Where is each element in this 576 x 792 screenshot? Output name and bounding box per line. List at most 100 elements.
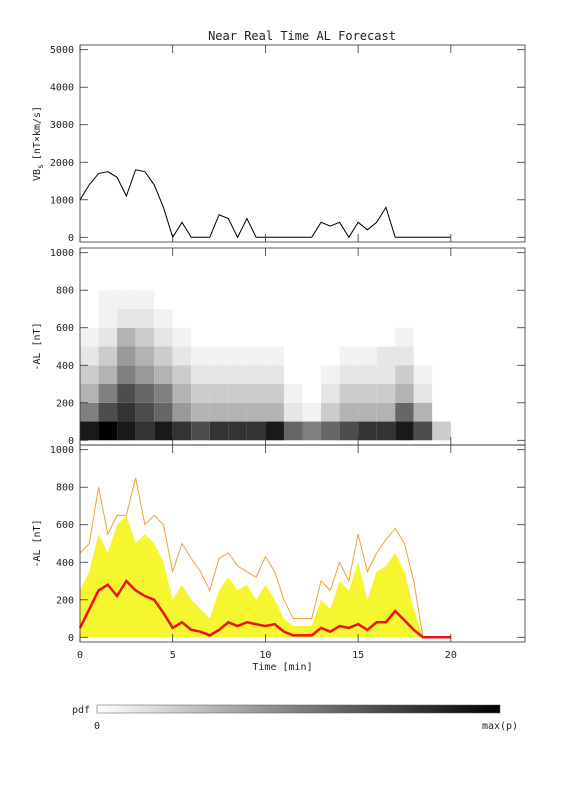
density-cell [228, 290, 247, 309]
density-cell [98, 402, 118, 422]
density-cell [191, 346, 210, 366]
density-cell [302, 384, 322, 403]
density-cell [339, 365, 359, 385]
density-cell [358, 290, 377, 309]
density-cell [283, 402, 303, 422]
density-cell [413, 327, 433, 347]
y-tick-label: 200 [56, 398, 74, 409]
density-cell [172, 402, 192, 422]
y-tick-label: 200 [56, 595, 74, 606]
panel [78, 477, 451, 639]
density-cell [321, 290, 340, 309]
density-cell [413, 290, 433, 309]
density-cell [135, 421, 155, 441]
density-cell [117, 308, 136, 328]
panel [80, 290, 451, 441]
density-cell [283, 290, 303, 309]
density-cell [413, 421, 433, 441]
colorbar-min-label: 0 [94, 721, 100, 732]
density-cell [117, 365, 136, 385]
density-cell [376, 365, 396, 385]
x-tick-label: 20 [445, 650, 457, 661]
density-cell [191, 384, 210, 403]
density-cell [154, 290, 173, 309]
y-tick-label: 1000 [50, 248, 74, 259]
y-tick-label: 3000 [50, 120, 74, 131]
density-cell [265, 327, 284, 347]
density-cell [98, 290, 118, 309]
density-cell [98, 327, 118, 347]
density-cell [154, 384, 173, 403]
density-cell [432, 290, 451, 309]
density-cell [283, 384, 303, 403]
density-cell [302, 421, 322, 441]
density-cell [339, 421, 359, 441]
plot-frame [79, 444, 526, 643]
density-cell [154, 346, 173, 366]
data-line [79, 169, 451, 239]
density-cell [358, 421, 377, 441]
y-tick-label: 0 [68, 633, 74, 644]
density-cell [395, 327, 414, 347]
density-cell [172, 308, 192, 328]
density-cell [172, 384, 192, 403]
density-cell [395, 365, 414, 385]
density-cell [117, 384, 136, 403]
density-cell [228, 384, 247, 403]
density-cell [302, 308, 322, 328]
density-cell [339, 402, 359, 422]
density-cell [98, 365, 118, 385]
y-tick-label: 800 [56, 483, 74, 494]
density-cell [154, 402, 173, 422]
x-tick-label: 15 [352, 650, 364, 661]
density-cell [98, 384, 118, 403]
y-tick-label: 400 [56, 361, 74, 372]
density-cell [265, 346, 284, 366]
density-cell [376, 290, 396, 309]
density-cell [283, 327, 303, 347]
density-cell [432, 365, 451, 385]
density-cell [376, 384, 396, 403]
label-main: VB [32, 169, 43, 181]
density-cell [154, 421, 173, 441]
density-cell [321, 308, 340, 328]
density-cell [80, 384, 99, 403]
density-cell [395, 421, 414, 441]
y-tick-label: 800 [56, 286, 74, 297]
density-cell [209, 365, 229, 385]
density-cell [117, 346, 136, 366]
density-cell [265, 290, 284, 309]
panel [79, 169, 451, 239]
density-cell [191, 365, 210, 385]
density-cell [395, 290, 414, 309]
density-cell [358, 402, 377, 422]
density-cell [265, 308, 284, 328]
y-tick-label: 1000 [50, 445, 74, 456]
density-cell [358, 384, 377, 403]
label-sub: s [36, 164, 45, 169]
data-line [79, 477, 451, 638]
y-tick-label: 0 [68, 233, 74, 244]
density-cell [339, 346, 359, 366]
density-cell [283, 346, 303, 366]
density-cell [135, 365, 155, 385]
density-cell [265, 365, 284, 385]
density-cell [228, 308, 247, 328]
density-cell [321, 384, 340, 403]
density-cell [376, 308, 396, 328]
plot-frame [79, 44, 526, 243]
density-cell [413, 402, 433, 422]
density-cell [135, 346, 155, 366]
density-cell [246, 346, 266, 366]
y-tick-label: 400 [56, 558, 74, 569]
density-cell [135, 308, 155, 328]
density-cell [191, 290, 210, 309]
y-axis-label: -AL [nT] [32, 322, 43, 370]
density-cell [191, 308, 210, 328]
density-cell [432, 346, 451, 366]
density-cell [395, 402, 414, 422]
x-tick-label: 0 [77, 650, 83, 661]
density-cell [117, 327, 136, 347]
density-cell [80, 346, 99, 366]
density-cell [395, 346, 414, 366]
